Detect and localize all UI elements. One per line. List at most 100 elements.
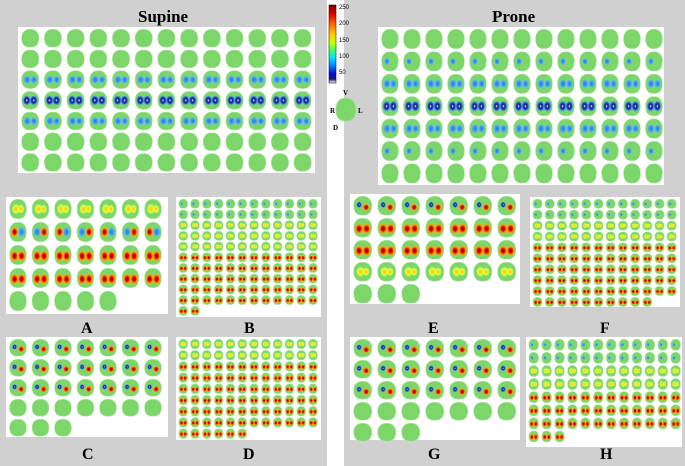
panel-B-tile [213, 284, 224, 295]
panel-B-tile [249, 263, 259, 273]
panel-E-tile [353, 284, 373, 304]
orientation-right: R [330, 107, 336, 115]
panel-C-tile [121, 399, 140, 417]
panel-H-tile [541, 365, 552, 377]
panel-B-tile [225, 295, 236, 305]
panel-A-tile [31, 245, 50, 265]
panel-F-tile [642, 209, 653, 220]
panel-E-tile [473, 196, 493, 216]
panel-F-tile [630, 209, 641, 220]
supine-tile [180, 111, 199, 131]
panel-D-tile [249, 372, 259, 383]
panel-F-tile [630, 231, 641, 242]
panel-D-tile [178, 361, 188, 372]
panel-B-tile [213, 209, 224, 220]
panel-B-tile [237, 252, 247, 263]
panel-E-tile [497, 240, 517, 260]
panel-D-tile [308, 361, 318, 372]
panel-C-tile [54, 379, 72, 397]
panel-G-tile [449, 360, 469, 379]
panel-E-tile [473, 240, 493, 260]
panel-F-tile [654, 264, 665, 275]
supine-tile [112, 91, 130, 110]
panel-A-tile [99, 268, 117, 288]
panel-C-tile [31, 379, 50, 397]
panel-D-tile [225, 417, 236, 428]
panel-H-tile [580, 391, 591, 403]
panel-G-tile [449, 381, 469, 400]
panel-A-tile [121, 199, 140, 219]
panel-D-tile [296, 417, 306, 428]
panel-D-tile [308, 417, 318, 428]
panel-G-tile [401, 339, 421, 358]
panel-H-tile [606, 378, 617, 390]
panel-D-tile [225, 383, 236, 394]
panel-B-tile [225, 230, 236, 241]
panel-F-tile [617, 253, 628, 264]
panel-B-tile [308, 241, 318, 252]
panel-B-tile [202, 252, 212, 263]
panel-F-tile [581, 275, 592, 286]
prone-tile [381, 51, 399, 72]
panel-F-tile [569, 286, 580, 296]
prone-tile [513, 141, 531, 161]
prone-tile [645, 141, 663, 161]
panel-G-tile [401, 402, 421, 421]
panel-H-tile [528, 404, 539, 417]
panel-C-tile [99, 399, 117, 417]
panel-D-tile [249, 350, 259, 361]
prone-tile [645, 51, 663, 72]
panel-B-tile [190, 284, 200, 295]
panel-D-tile [213, 417, 224, 428]
panel-H-tile [528, 338, 539, 351]
prone-tile [645, 73, 663, 94]
prone-tile [645, 29, 663, 49]
supine-tile [271, 29, 289, 48]
panel-F-tile [617, 275, 628, 286]
prone-tile [579, 73, 597, 94]
panel-F-tile [630, 264, 641, 275]
panel-B-tile [190, 198, 200, 209]
supine-tile [89, 29, 108, 48]
panel-A-tile [54, 245, 72, 265]
panel-D-tile [202, 406, 212, 417]
panel-G-tile [401, 381, 421, 400]
panel-label-F: F [600, 320, 610, 337]
panel-C-tile [31, 399, 50, 417]
prone-tile [469, 118, 487, 139]
panel-A-tile [99, 291, 117, 311]
prone-tile [623, 118, 641, 139]
panel-B-tile [308, 198, 318, 209]
panel-B-tile [261, 263, 271, 273]
panel-D-tile [261, 350, 271, 361]
panel-B-tile [202, 209, 212, 220]
panel-B-tile [225, 284, 236, 295]
panel-F-tile [642, 275, 653, 286]
panel-H-tile [670, 417, 681, 430]
supine-tile [271, 111, 289, 131]
panel-F-tile [569, 275, 580, 286]
panel-F-tile [581, 198, 592, 209]
panel-H-tile [567, 352, 578, 364]
panel-D-tile [225, 428, 236, 439]
panel-D-tile [178, 394, 188, 406]
panel-G-tile [377, 360, 397, 379]
supine-tile [248, 153, 267, 172]
panel-D-tile [284, 372, 295, 383]
panel-G-tile [353, 360, 373, 379]
panel-F-tile [544, 286, 555, 296]
panel-F-tile [630, 242, 641, 253]
panel-D-tile [249, 406, 259, 417]
panel-D-tile [237, 361, 247, 372]
prone-tile [469, 96, 487, 117]
supine-tile [134, 91, 153, 110]
prone-tile [579, 118, 597, 139]
panel-B-tile [296, 230, 306, 241]
panel-F-tile [581, 296, 592, 307]
panel-H-tile [644, 365, 655, 377]
panel-H-tile [644, 417, 655, 430]
panel-H-tile [618, 391, 630, 403]
prone-tile [403, 29, 421, 49]
supine-tile [248, 91, 267, 110]
